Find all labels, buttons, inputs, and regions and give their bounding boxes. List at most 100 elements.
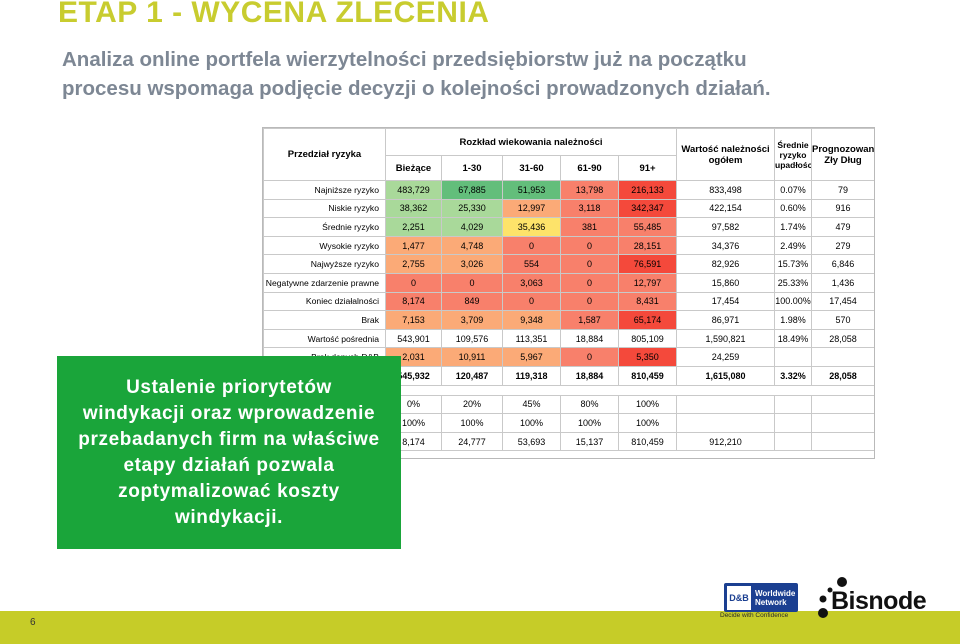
cell: 18.49%	[774, 328, 813, 349]
cell: 100%	[617, 394, 678, 415]
table-row: Niskie ryzyko 38,362 25,330 12,997 3,118…	[263, 198, 874, 219]
cell: 25.33%	[774, 272, 813, 293]
cell: 1,615,080	[676, 365, 776, 386]
cell: 79	[811, 180, 874, 200]
cell: 67,885	[441, 180, 503, 200]
cell: 3,709	[441, 310, 503, 330]
header-aging-col: Bieżące	[385, 155, 442, 181]
cell: 0	[502, 291, 561, 312]
cell: 55,485	[617, 217, 678, 237]
header-risk-range: Przedział ryzyka	[263, 128, 386, 181]
cell: 543,901	[385, 328, 442, 349]
callout-line: etapy działań pozwala	[123, 454, 335, 476]
cell: 833,498	[676, 180, 776, 200]
cell	[774, 394, 813, 415]
cell: 15,137	[560, 431, 619, 452]
cell	[811, 431, 874, 452]
cell: 3.32%	[774, 365, 813, 386]
cell	[774, 413, 813, 433]
cell: 3,026	[441, 254, 503, 274]
header-aging-group: Rozkład wiekowania należności	[384, 128, 678, 156]
cell: 12,997	[502, 198, 561, 219]
cell: 34,376	[676, 235, 776, 256]
cell: 120,487	[441, 365, 503, 386]
dnb-line: Worldwide	[755, 588, 796, 598]
cell: 28,058	[811, 365, 874, 386]
cell: 279	[811, 235, 874, 256]
row-label: Niskie ryzyko	[263, 198, 386, 219]
dnb-text: Worldwide Network	[755, 589, 795, 607]
cell: 25,330	[441, 198, 503, 219]
cell	[811, 347, 874, 367]
header-aging-col: 31-60	[502, 155, 561, 181]
row-label: Brak	[263, 310, 386, 330]
cell: 916	[811, 198, 874, 219]
cell: 28,151	[617, 235, 678, 256]
cell: 8,431	[617, 291, 678, 312]
table-row: Najniższe ryzyko 483,729 67,885 51,953 1…	[263, 180, 874, 200]
table-row: Najwyższe ryzyko 2,755 3,026 554 0 76,59…	[263, 254, 874, 274]
bisnode-logo: Bisnode	[831, 587, 927, 615]
cell: 7,153	[385, 310, 442, 330]
cell: 113,351	[502, 328, 561, 349]
header-aging-col: 1-30	[441, 155, 503, 181]
cell	[811, 413, 874, 433]
cell: 4,748	[441, 235, 503, 256]
table-row: Wartość pośrednia 543,901 109,576 113,35…	[263, 328, 874, 349]
header-aging-col: 61-90	[560, 155, 619, 181]
header-forecast: Prognozowany Zły Dług	[811, 128, 874, 181]
cell: 2.49%	[774, 235, 813, 256]
cell: 0	[385, 272, 442, 293]
risk-aging-table: Przedział ryzyka Rozkład wiekowania nale…	[263, 128, 874, 452]
cell: 0	[560, 291, 619, 312]
cell: 5,967	[502, 347, 561, 367]
header-aging-col: 91+	[617, 155, 678, 181]
table-row: Wysokie ryzyko 1,477 4,748 0 0 28,151 34…	[263, 235, 874, 256]
cell: 1,590,821	[676, 328, 776, 349]
cell: 3,063	[502, 272, 561, 293]
cell: 20%	[441, 394, 503, 415]
cell: 35,436	[502, 217, 561, 237]
cell: 109,576	[441, 328, 503, 349]
cell: 119,318	[502, 365, 561, 386]
row-label: Najwyższe ryzyko	[263, 254, 386, 274]
cell	[811, 394, 874, 415]
cell: 9,348	[502, 310, 561, 330]
cell: 100.00%	[774, 291, 813, 312]
cell: 28,058	[811, 328, 874, 349]
cell: 53,693	[502, 431, 561, 452]
cell: 422,154	[676, 198, 776, 219]
cell: 0	[560, 235, 619, 256]
cell: 97,582	[676, 217, 776, 237]
subtitle-line: procesu wspomaga podjęcie decyzji o kole…	[62, 77, 771, 100]
cell: 15.73%	[774, 254, 813, 274]
cell: 80%	[560, 394, 619, 415]
cell: 24,777	[441, 431, 503, 452]
cell: 0	[502, 235, 561, 256]
cell: 2,251	[385, 217, 442, 237]
callout-line: windykacji oraz wprowadzenie	[82, 402, 376, 424]
cell: 100%	[502, 413, 561, 433]
dnb-mark: D&B	[727, 585, 751, 610]
table-row: Koniec działalności 8,174 849 0 0 8,431 …	[263, 291, 874, 312]
slide-subtitle: Analiza online portfela wierzytelności p…	[62, 45, 922, 103]
cell: 0	[560, 254, 619, 274]
table-row: Brak 7,153 3,709 9,348 1,587 65,174 86,9…	[263, 310, 874, 330]
header-avg-risk: Średnie ryzyko upadłości	[774, 128, 813, 181]
cell: 810,459	[617, 365, 678, 386]
cell: 0	[560, 272, 619, 293]
cell: 849	[441, 291, 503, 312]
callout-line: Ustalenie priorytetów	[126, 376, 332, 398]
cell	[774, 431, 813, 452]
cell: 3,118	[560, 198, 619, 219]
cell: 1,436	[811, 272, 874, 293]
cell: 342,347	[617, 198, 678, 219]
cell: 82,926	[676, 254, 776, 274]
callout-box: Ustalenie priorytetów windykacji oraz wp…	[57, 356, 401, 549]
table-row: Średnie ryzyko 2,251 4,029 35,436 381 55…	[263, 217, 874, 237]
cell: 0	[560, 347, 619, 367]
footer-bar	[0, 611, 960, 644]
cell: 1.98%	[774, 310, 813, 330]
cell: 0	[441, 272, 503, 293]
dnb-logo: D&B Worldwide Network	[724, 583, 798, 612]
